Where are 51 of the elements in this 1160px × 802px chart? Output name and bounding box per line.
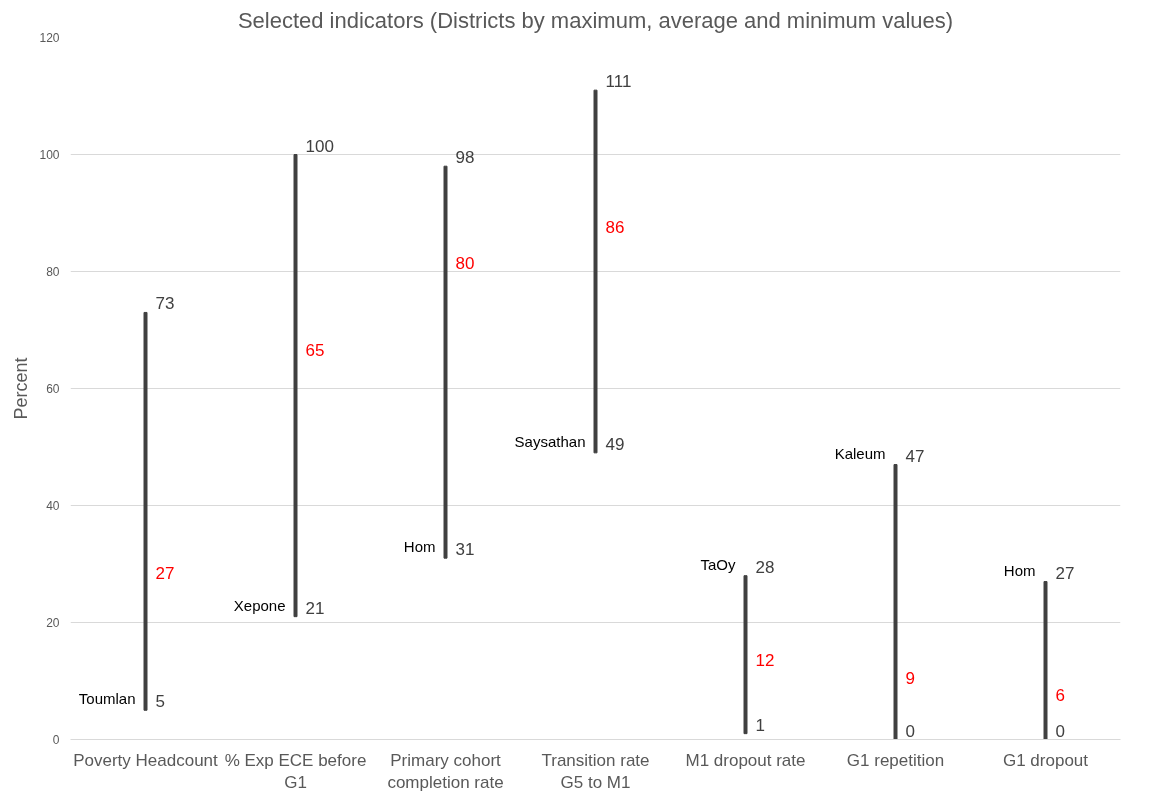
annotation: 6 <box>1055 686 1065 706</box>
bar <box>143 311 148 711</box>
annotation: 111 <box>605 72 632 92</box>
y-tick-label: 20 <box>46 616 60 630</box>
annotation: Hom <box>1003 561 1036 579</box>
annotation: 0 <box>1055 721 1065 741</box>
annotation: 47 <box>905 446 925 466</box>
annotation: 21 <box>305 598 325 618</box>
x-tick-label: % Exp ECE before G1 <box>224 750 367 793</box>
annotation: 27 <box>155 563 175 583</box>
bar <box>893 464 898 740</box>
annotation: 0 <box>905 721 915 741</box>
y-tick-label: 40 <box>46 499 60 513</box>
y-axis-title: Percent <box>11 357 32 420</box>
annotation: Saysathan <box>514 432 586 450</box>
annotation: Hom <box>403 538 436 556</box>
annotation: 98 <box>455 148 475 168</box>
bar <box>293 154 298 618</box>
annotation: Kaleum <box>834 444 886 462</box>
annotation: 100 <box>305 136 334 156</box>
annotation: 49 <box>605 434 625 454</box>
y-tick-label: 80 <box>46 265 60 279</box>
annotation: TaOy <box>700 555 736 573</box>
y-tick-label: 60 <box>46 382 60 396</box>
annotation: 27 <box>1055 563 1075 583</box>
annotation: Toumlan <box>78 690 136 708</box>
bar <box>443 165 448 559</box>
x-tick-label: G1 repetition <box>846 750 945 770</box>
annotation: 5 <box>155 692 165 712</box>
annotation: 86 <box>605 218 625 238</box>
annotation: Xepone <box>233 596 286 614</box>
annotation: 80 <box>455 253 475 273</box>
bar <box>1043 581 1048 740</box>
annotation: 9 <box>905 668 915 688</box>
x-tick-label: Poverty Headcount <box>73 750 219 770</box>
bar <box>593 89 598 454</box>
x-tick-label: G1 dropout <box>1002 750 1089 770</box>
y-tick-label: 0 <box>52 733 60 747</box>
annotation: 31 <box>455 540 475 560</box>
bar <box>743 575 748 735</box>
annotation: 1 <box>755 715 765 735</box>
annotation: 65 <box>305 341 325 361</box>
annotation: 12 <box>755 651 775 671</box>
annotation: 73 <box>155 294 175 314</box>
chart-title: Selected indicators (Districts by maximum, average and minimum values) <box>237 7 954 33</box>
annotation: 28 <box>755 557 775 577</box>
x-tick-label: Transition rate G5 to M1 <box>541 750 650 793</box>
x-tick-label: Primary cohort completion rate <box>387 750 504 793</box>
x-tick-label: M1 dropout rate <box>685 750 806 770</box>
y-tick-label: 120 <box>39 31 60 45</box>
y-tick-label: 100 <box>39 148 60 162</box>
